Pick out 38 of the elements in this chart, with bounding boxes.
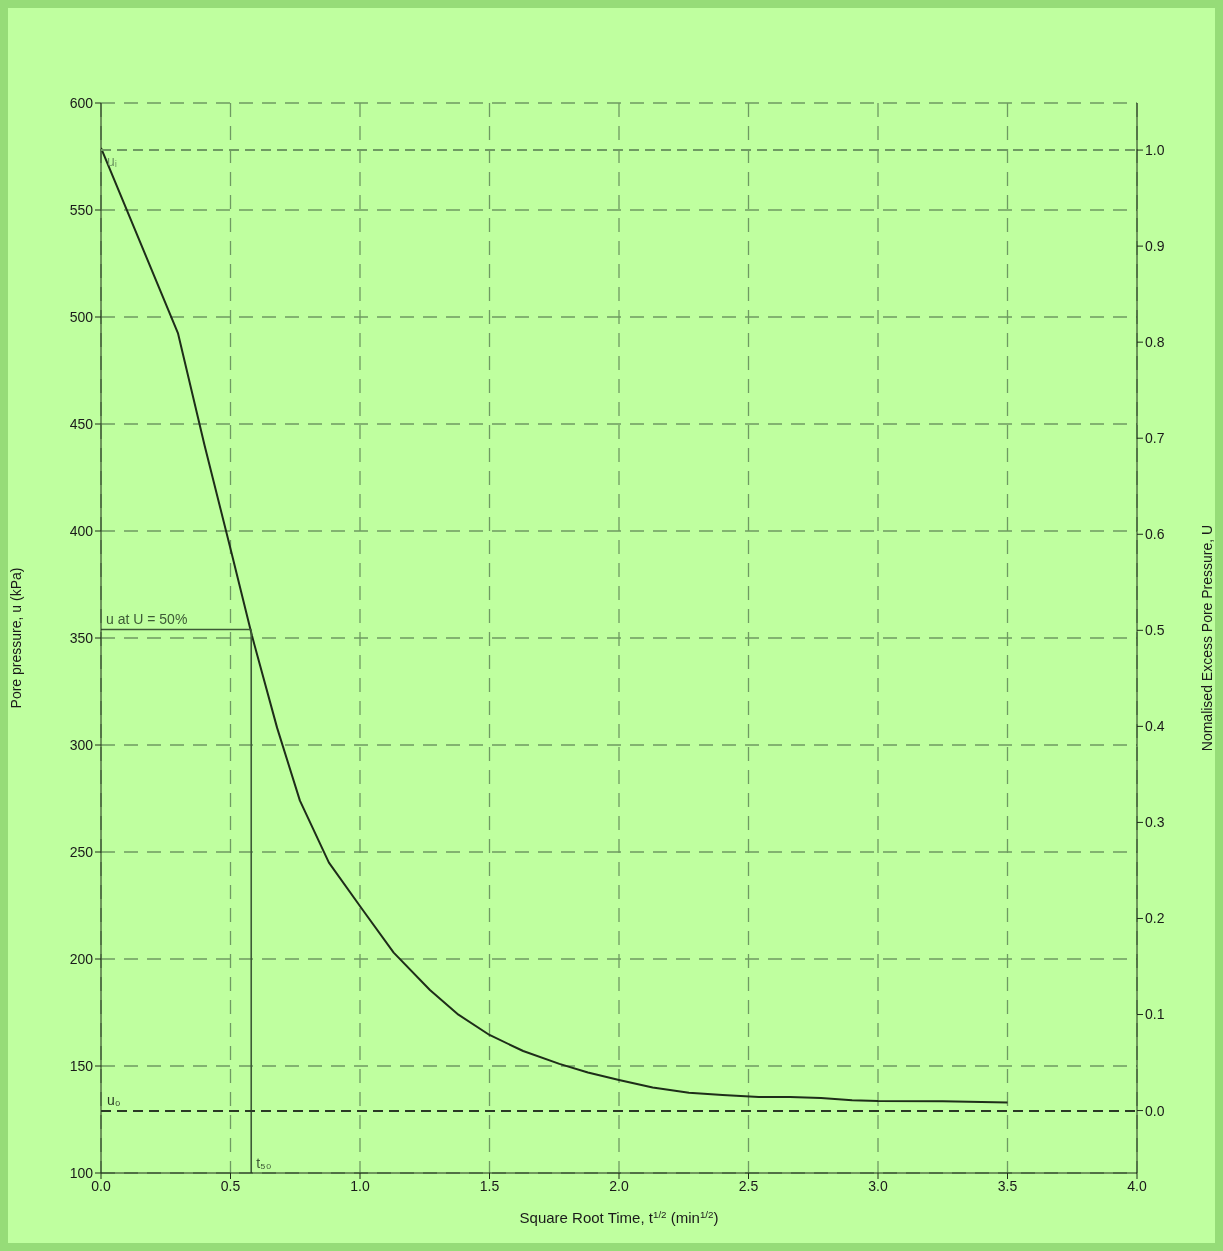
x-tick-label: 2.0 xyxy=(609,1177,629,1194)
x-tick-label: 3.5 xyxy=(997,1177,1018,1194)
y-tick-label: 100 xyxy=(69,1164,94,1181)
x-tick-label: 0.0 xyxy=(91,1177,111,1194)
y-axis-title: Pore pressure, u (kPa) xyxy=(7,567,24,709)
y-tick-label: 150 xyxy=(69,1057,94,1074)
x-tick-label: 1.0 xyxy=(350,1177,370,1194)
y-tick-label: 200 xyxy=(69,950,94,967)
x-tick-label: 3.0 xyxy=(868,1177,888,1194)
x-tick-label: 0.5 xyxy=(220,1177,241,1194)
y2-tick-label: 0.6 xyxy=(1145,526,1165,543)
ref-line-label: uᵢ xyxy=(107,153,117,170)
y-tick-label: 600 xyxy=(69,94,94,111)
x-axis-title: Square Root Time, t$^{1/2}$ (min$^{1/2}$) xyxy=(519,1208,719,1226)
y2-axis-title: Nomalised Excess Pore Pressure, U xyxy=(1198,524,1215,752)
y2-tick-label: 0.2 xyxy=(1145,910,1165,927)
y-tick-label: 300 xyxy=(69,736,94,753)
y2-tick-label: 1.0 xyxy=(1145,142,1165,159)
annotation: u at U = 50% xyxy=(106,611,188,628)
y2-tick-label: 0.7 xyxy=(1145,430,1165,447)
y2-tick-label: 0.0 xyxy=(1145,1102,1165,1119)
ref-line-label: u₀ xyxy=(107,1091,121,1108)
y-tick-label: 450 xyxy=(69,415,94,432)
x-tick-label: 1.5 xyxy=(479,1177,500,1194)
y-tick-label: 250 xyxy=(69,843,94,860)
y-tick-label: 400 xyxy=(69,522,94,539)
y2-tick-label: 0.8 xyxy=(1145,334,1165,351)
y2-tick-label: 0.3 xyxy=(1145,814,1165,831)
y2-tick-label: 0.5 xyxy=(1145,622,1165,639)
y2-tick-label: 0.9 xyxy=(1145,238,1165,255)
y2-tick-label: 0.4 xyxy=(1145,718,1165,735)
annotation: t₅₀ xyxy=(256,1155,272,1171)
y-tick-label: 500 xyxy=(69,308,94,325)
y-tick-label: 350 xyxy=(69,629,94,646)
x-tick-label: 4.0 xyxy=(1127,1177,1147,1194)
y-tick-label: 550 xyxy=(69,201,94,218)
x-tick-label: 2.5 xyxy=(738,1177,759,1194)
y2-tick-label: 0.1 xyxy=(1145,1006,1165,1023)
